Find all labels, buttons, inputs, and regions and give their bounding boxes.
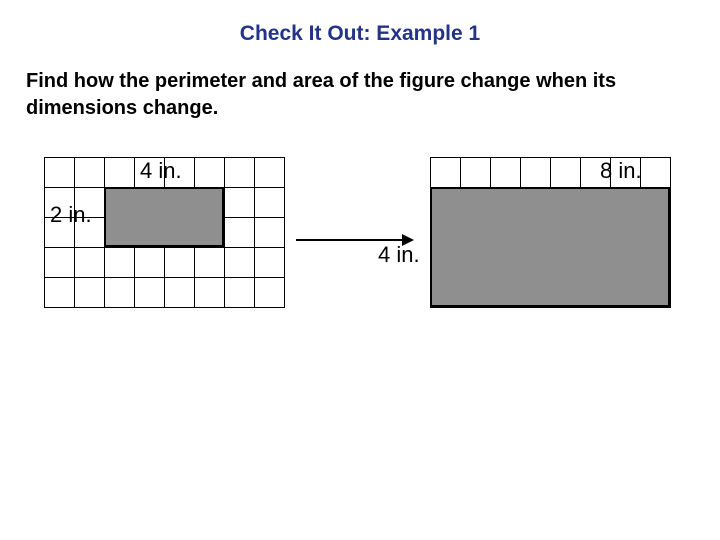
- right-rectangle: [430, 187, 670, 307]
- problem-prompt: Find how the perimeter and area of the f…: [0, 46, 720, 122]
- left-height-label: 2 in.: [50, 202, 92, 228]
- right-width-label: 8 in.: [600, 158, 642, 184]
- page-title: Check It Out: Example 1: [0, 0, 720, 46]
- left-width-label: 4 in.: [140, 158, 182, 184]
- figure-stage: 4 in. 2 in. 8 in. 4 in.: [0, 122, 720, 482]
- left-rectangle: [104, 187, 224, 247]
- arrow-icon: [296, 228, 414, 257]
